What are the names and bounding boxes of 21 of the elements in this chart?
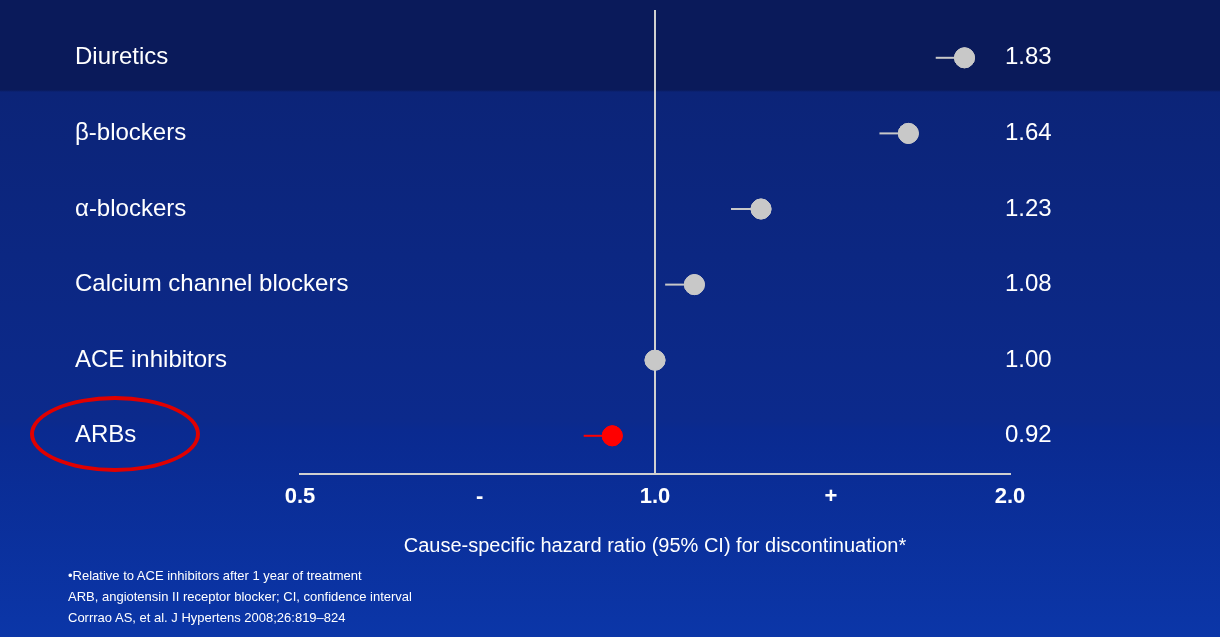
text: •Relative to ACE inhibitors after 1 year of treatment [68,567,363,585]
data-label: 1.00 [1005,344,1052,372]
x-axis-title: Cause-specific hazard ratio (95% CI) for discontinuation* [403,533,907,556]
y-tick-label: Diuretics [75,42,169,70]
y-tick-label: α-blockers [75,193,187,221]
y-tick-label: β-blockers [75,118,187,146]
text: ARB, angiotensin II receptor blocker; CI, confidence interval [68,588,412,606]
x-tick-label: + [824,482,838,508]
x-tick-label: 0.5 [284,482,316,508]
x-tick-label: - [475,482,484,508]
y-tick-label: ARBs [75,420,137,448]
data-label: 1.83 [1005,42,1052,70]
data-label: 1.64 [1005,118,1052,146]
text: Corrrao AS, et al. J Hypertens 2008;26:819–824 [68,609,347,627]
data-label: 1.23 [1005,193,1052,221]
y-tick-label: Calcium channel blockers [75,269,349,297]
data-label: 0.92 [1005,420,1052,448]
x-tick-label: 2.0 [994,482,1026,508]
data-label: 1.08 [1005,269,1052,297]
x-tick-label: 1.0 [639,482,671,508]
y-tick-label: ACE inhibitors [75,344,228,372]
